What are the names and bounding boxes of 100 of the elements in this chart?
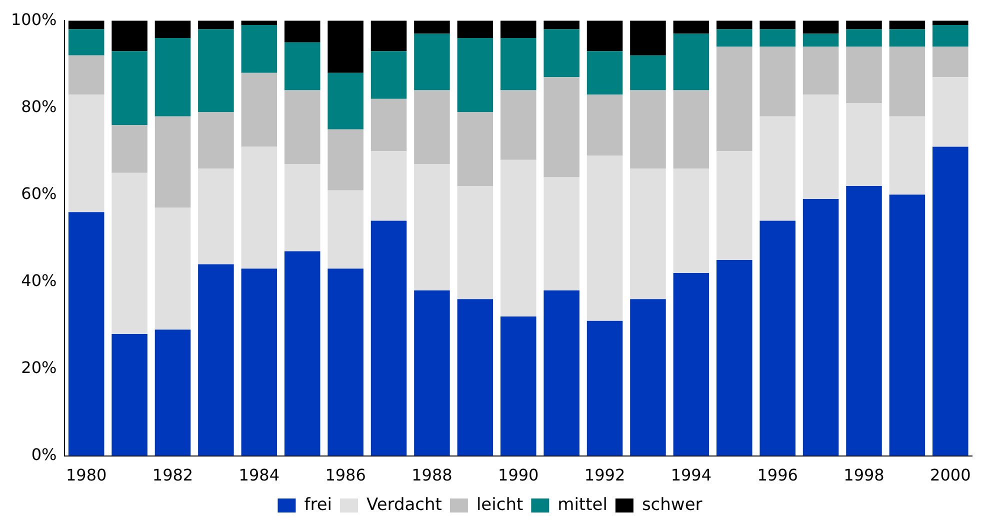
bar <box>112 334 148 456</box>
bar <box>673 90 710 169</box>
bar <box>802 94 839 200</box>
bar <box>457 38 494 112</box>
bar <box>673 168 710 274</box>
bar <box>198 112 234 169</box>
bar <box>760 116 796 221</box>
bar <box>198 29 234 112</box>
bar <box>241 72 278 147</box>
bar <box>630 168 666 300</box>
bar <box>889 29 926 47</box>
bar <box>932 146 968 456</box>
bar <box>802 199 839 456</box>
bar <box>328 190 364 269</box>
bar <box>673 273 710 456</box>
bar <box>68 20 104 30</box>
bar <box>932 24 968 47</box>
bar <box>500 20 536 38</box>
y-tick-label: 0% <box>31 444 57 464</box>
legend-label: leicht <box>476 494 524 515</box>
bar <box>154 116 191 208</box>
bar <box>630 90 666 169</box>
x-tick-label: 1986 <box>325 466 366 485</box>
bar <box>846 29 882 47</box>
bar <box>889 20 926 30</box>
bar <box>889 116 926 195</box>
bar <box>760 29 796 47</box>
bar <box>586 320 623 456</box>
x-tick-label: 1984 <box>238 466 280 485</box>
bar <box>457 20 494 38</box>
bar <box>846 186 882 456</box>
bar <box>760 20 796 30</box>
bar <box>328 129 364 190</box>
bar <box>760 46 796 116</box>
bar <box>284 164 320 252</box>
legend-label: schwer <box>642 494 702 515</box>
bar <box>284 251 320 456</box>
bar <box>716 46 752 152</box>
bar <box>68 29 104 56</box>
bar <box>154 20 191 38</box>
bar <box>370 151 407 221</box>
bar <box>802 34 839 47</box>
bar <box>586 51 623 95</box>
bar <box>500 316 536 456</box>
bar <box>414 290 450 456</box>
bar <box>889 46 926 116</box>
bar <box>112 172 148 334</box>
bar <box>630 20 666 56</box>
bar <box>500 38 536 90</box>
bar <box>500 160 536 317</box>
bar <box>932 46 968 78</box>
x-tick-label: 1988 <box>412 466 452 485</box>
bar <box>68 94 104 212</box>
bar <box>154 38 191 116</box>
bar <box>414 164 450 290</box>
bar <box>716 29 752 47</box>
legend-label: frei <box>304 494 332 515</box>
bar <box>370 220 407 456</box>
bar <box>284 90 320 164</box>
legend-label: Verdacht <box>366 494 442 515</box>
bar <box>544 290 580 456</box>
bar <box>457 112 494 186</box>
bar <box>198 20 234 30</box>
bar <box>630 55 666 90</box>
bar <box>544 177 580 290</box>
bar <box>457 299 494 456</box>
y-tick-label: 100% <box>10 10 57 29</box>
bar <box>328 20 364 73</box>
bar <box>241 146 278 269</box>
bar <box>932 77 968 147</box>
bar <box>544 20 580 30</box>
x-tick-label: 2000 <box>930 466 971 485</box>
bar <box>544 77 580 178</box>
bar <box>760 220 796 456</box>
bar <box>457 186 494 300</box>
bar <box>673 20 710 34</box>
bar <box>414 90 450 164</box>
bar <box>328 268 364 456</box>
bar <box>846 46 882 104</box>
bar <box>284 42 320 90</box>
bar <box>112 20 148 52</box>
bar <box>154 208 191 330</box>
bar <box>154 330 191 456</box>
y-tick-label: 80% <box>21 96 57 116</box>
bar <box>241 24 278 73</box>
bar <box>112 51 148 126</box>
y-tick-label: 60% <box>21 184 57 203</box>
bar <box>370 51 407 99</box>
bar <box>370 20 407 52</box>
bar <box>68 212 104 456</box>
bar <box>414 20 450 34</box>
bar <box>630 299 666 456</box>
bar <box>544 29 580 78</box>
x-tick-label: 1996 <box>757 466 798 485</box>
bar <box>716 20 752 30</box>
bar <box>802 20 839 34</box>
bar <box>673 34 710 90</box>
bar <box>716 260 752 456</box>
bar <box>198 264 234 456</box>
bar <box>370 98 407 152</box>
